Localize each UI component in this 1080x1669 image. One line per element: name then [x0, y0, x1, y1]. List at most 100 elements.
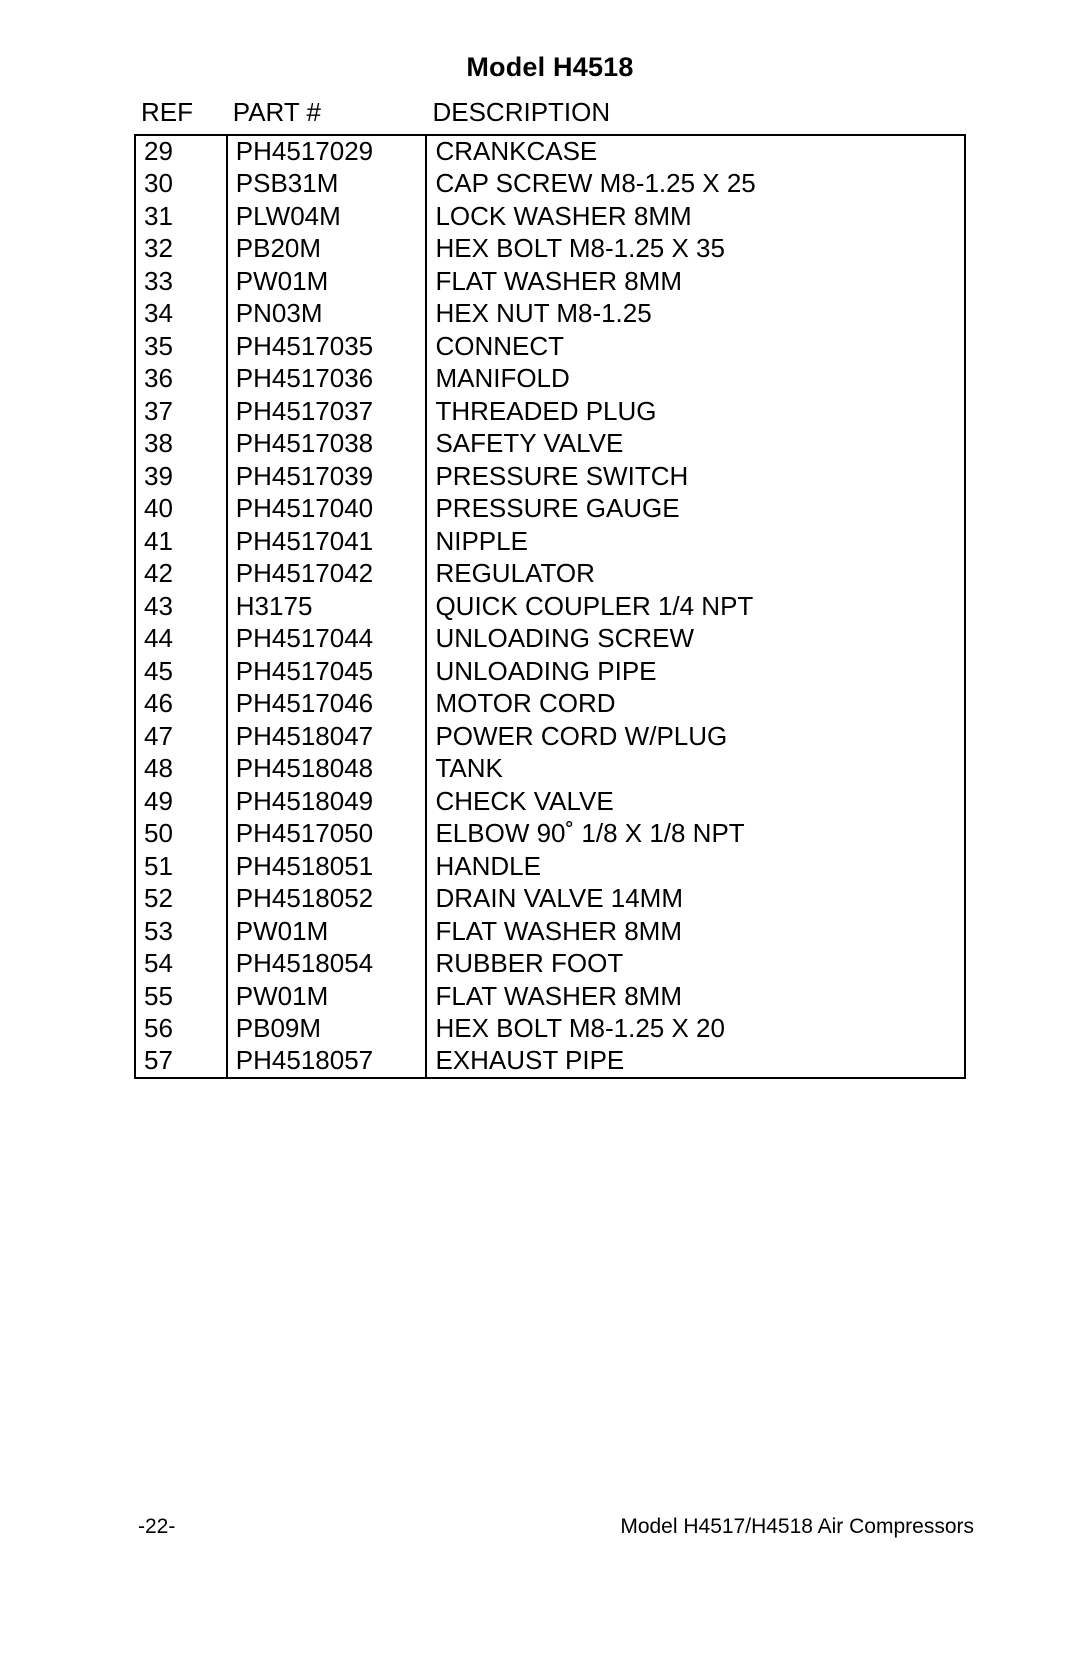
table-row: 57PH4518057EXHAUST PIPE — [135, 1045, 965, 1078]
table-row: 48PH4518048TANK — [135, 753, 965, 786]
table-row: 43H3175QUICK COUPLER 1/4 NPT — [135, 590, 965, 623]
cell-ref: 31 — [135, 200, 227, 233]
cell-ref: 41 — [135, 525, 227, 558]
cell-part: PN03M — [227, 298, 427, 331]
cell-part: PH4517029 — [227, 135, 427, 168]
cell-ref: 29 — [135, 135, 227, 168]
cell-ref: 50 — [135, 818, 227, 851]
cell-desc: CRANKCASE — [426, 135, 965, 168]
cell-part: PW01M — [227, 980, 427, 1013]
cell-part: PH4518051 — [227, 850, 427, 883]
table-row: 55PW01MFLAT WASHER 8MM — [135, 980, 965, 1013]
cell-desc: LOCK WASHER 8MM — [426, 200, 965, 233]
table-row: 56PB09MHEX BOLT M8-1.25 X 20 — [135, 1013, 965, 1046]
table-row: 52PH4518052DRAIN VALVE 14MM — [135, 883, 965, 916]
cell-part: PW01M — [227, 915, 427, 948]
cell-desc: FLAT WASHER 8MM — [426, 265, 965, 298]
cell-part: PSB31M — [227, 168, 427, 201]
cell-ref: 47 — [135, 720, 227, 753]
cell-part: PH4517044 — [227, 623, 427, 656]
table-row: 51PH4518051HANDLE — [135, 850, 965, 883]
cell-part: PLW04M — [227, 200, 427, 233]
cell-ref: 34 — [135, 298, 227, 331]
cell-part: PW01M — [227, 265, 427, 298]
cell-desc: TANK — [426, 753, 965, 786]
table-row: 35PH4517035CONNECT — [135, 330, 965, 363]
table-row: 42PH4517042REGULATOR — [135, 558, 965, 591]
cell-desc: DRAIN VALVE 14MM — [426, 883, 965, 916]
table-row: 46PH4517046MOTOR CORD — [135, 688, 965, 721]
cell-part: PH4517037 — [227, 395, 427, 428]
table-row: 40PH4517040PRESSURE GAUGE — [135, 493, 965, 526]
cell-part: PH4517042 — [227, 558, 427, 591]
cell-ref: 36 — [135, 363, 227, 396]
cell-part: PH4517036 — [227, 363, 427, 396]
cell-part: PH4517046 — [227, 688, 427, 721]
cell-ref: 53 — [135, 915, 227, 948]
cell-desc: HEX BOLT M8-1.25 X 20 — [426, 1013, 965, 1046]
cell-ref: 40 — [135, 493, 227, 526]
cell-ref: 56 — [135, 1013, 227, 1046]
table-row: 37PH4517037THREADED PLUG — [135, 395, 965, 428]
cell-ref: 35 — [135, 330, 227, 363]
cell-desc: RUBBER FOOT — [426, 948, 965, 981]
cell-part: PH4518054 — [227, 948, 427, 981]
cell-ref: 48 — [135, 753, 227, 786]
cell-part: PH4518057 — [227, 1045, 427, 1078]
cell-desc: SAFETY VALVE — [426, 428, 965, 461]
table-row: 47PH4518047POWER CORD W/PLUG — [135, 720, 965, 753]
cell-desc: PRESSURE SWITCH — [426, 460, 965, 493]
cell-part: PH4517050 — [227, 818, 427, 851]
doc-title: Model H4517/H4518 Air Compressors — [620, 1515, 974, 1539]
table-body: 29PH4517029CRANKCASE30PSB31MCAP SCREW M8… — [135, 135, 965, 1078]
table-row: 45PH4517045UNLOADING PIPE — [135, 655, 965, 688]
cell-part: PH4517040 — [227, 493, 427, 526]
table-header-row: REF PART # DESCRIPTION — [135, 95, 965, 135]
table-row: 30PSB31MCAP SCREW M8-1.25 X 25 — [135, 168, 965, 201]
cell-desc: CHECK VALVE — [426, 785, 965, 818]
cell-desc: PRESSURE GAUGE — [426, 493, 965, 526]
cell-desc: HEX BOLT M8-1.25 X 35 — [426, 233, 965, 266]
cell-ref: 39 — [135, 460, 227, 493]
cell-part: PH4518052 — [227, 883, 427, 916]
table-row: 29PH4517029CRANKCASE — [135, 135, 965, 168]
cell-ref: 32 — [135, 233, 227, 266]
table-row: 41PH4517041NIPPLE — [135, 525, 965, 558]
cell-desc: MOTOR CORD — [426, 688, 965, 721]
cell-ref: 37 — [135, 395, 227, 428]
cell-desc: CAP SCREW M8-1.25 X 25 — [426, 168, 965, 201]
page-footer: -22- Model H4517/H4518 Air Compressors — [0, 1515, 1080, 1539]
cell-ref: 44 — [135, 623, 227, 656]
cell-desc: ELBOW 90˚ 1/8 X 1/8 NPT — [426, 818, 965, 851]
page: Model H4518 REF PART # DESCRIPTION 29PH4… — [0, 0, 1080, 1669]
cell-part: PH4517038 — [227, 428, 427, 461]
cell-desc: CONNECT — [426, 330, 965, 363]
cell-ref: 38 — [135, 428, 227, 461]
page-number: -22- — [138, 1515, 175, 1539]
cell-ref: 33 — [135, 265, 227, 298]
cell-ref: 54 — [135, 948, 227, 981]
cell-part: PB09M — [227, 1013, 427, 1046]
table-row: 38PH4517038SAFETY VALVE — [135, 428, 965, 461]
cell-part: PB20M — [227, 233, 427, 266]
table-row: 32PB20MHEX BOLT M8-1.25 X 35 — [135, 233, 965, 266]
cell-desc: REGULATOR — [426, 558, 965, 591]
cell-desc: FLAT WASHER 8MM — [426, 915, 965, 948]
table-row: 34PN03MHEX NUT M8-1.25 — [135, 298, 965, 331]
cell-ref: 55 — [135, 980, 227, 1013]
cell-ref: 43 — [135, 590, 227, 623]
table-row: 49PH4518049CHECK VALVE — [135, 785, 965, 818]
cell-desc: UNLOADING PIPE — [426, 655, 965, 688]
parts-table: REF PART # DESCRIPTION 29PH4517029CRANKC… — [134, 95, 966, 1079]
cell-ref: 52 — [135, 883, 227, 916]
table-row: 31PLW04MLOCK WASHER 8MM — [135, 200, 965, 233]
page-title: Model H4518 — [126, 52, 974, 83]
cell-part: PH4518047 — [227, 720, 427, 753]
cell-ref: 30 — [135, 168, 227, 201]
cell-ref: 46 — [135, 688, 227, 721]
cell-desc: UNLOADING SCREW — [426, 623, 965, 656]
cell-ref: 45 — [135, 655, 227, 688]
cell-desc: FLAT WASHER 8MM — [426, 980, 965, 1013]
cell-part: PH4517045 — [227, 655, 427, 688]
col-header-ref: REF — [135, 95, 227, 135]
